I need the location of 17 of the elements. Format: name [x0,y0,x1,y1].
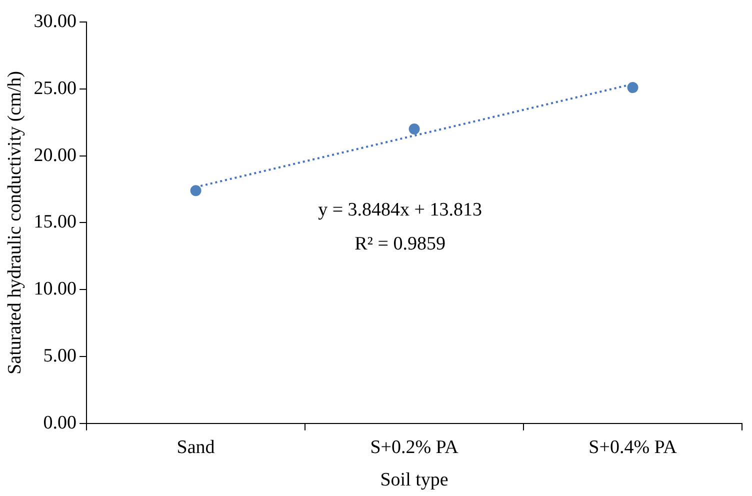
point [190,185,202,196]
point [627,82,638,94]
y-tick-label: 25.00 [34,78,77,99]
x-tick-label: S+0.2% PA [370,436,459,458]
annotation: R² = 0.9859 [354,234,446,255]
point [408,124,420,135]
y-tick-label: 10.00 [34,278,77,300]
y-tick-label: 15.00 [34,212,77,233]
y-tick-label: 0.00 [43,412,77,434]
y-tick-label: 20.00 [34,144,77,166]
x-tick-label: Sand [176,436,216,458]
x-axis-title: Soil type [380,470,448,491]
y-axis-title: Saturated hydraulic conductivity (cm/h) [4,71,26,374]
y-tick-label: 30.00 [34,10,77,32]
x-tick-label: S+0.4% PA [588,436,678,458]
annotation: y = 3.8484x + 13.813 [318,200,482,221]
y-tick-label: 5.00 [43,345,77,366]
